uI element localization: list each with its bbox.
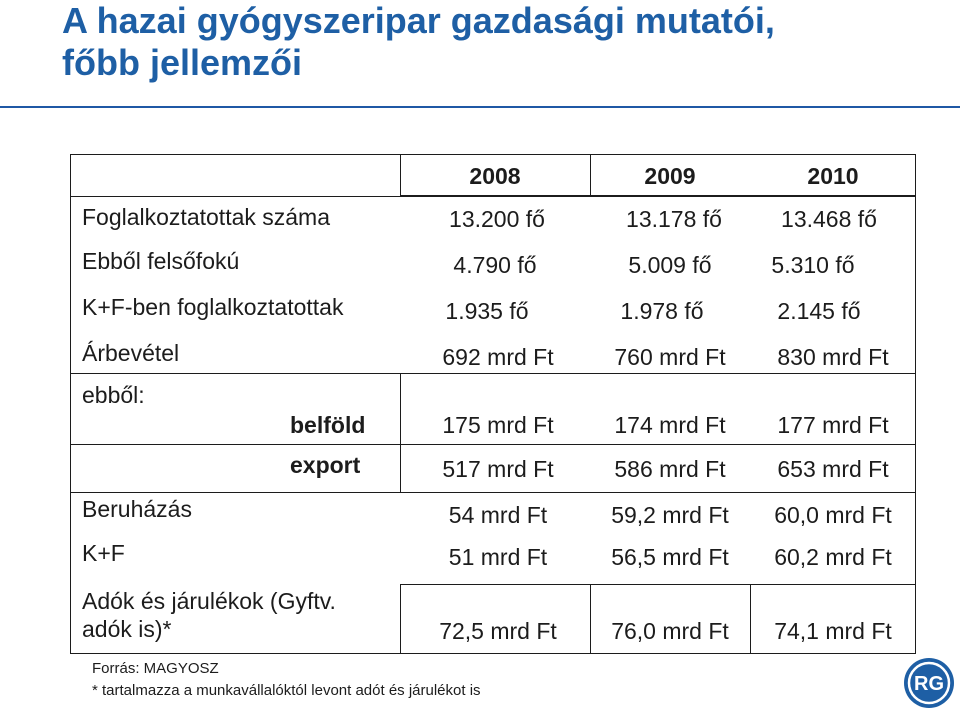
cell-rd-employees-2008: 1.935 fő (445, 298, 529, 324)
year-header-2008: 2008 (469, 163, 521, 189)
tax-row-divider-2010 (750, 584, 752, 654)
header-year-2009-cell (590, 154, 591, 196)
page-title: A hazai gyógyszeripar gazdasági mutatói,… (62, 0, 922, 84)
cell-rd-2010: 60,2 mrd Ft (774, 544, 892, 570)
row-label-taxes-line2: adók is)* (82, 616, 172, 642)
subblock-vertical-divider (400, 373, 402, 493)
tax-footnote: * tartalmazza a munkavállalóktól levont … (92, 682, 481, 699)
row-label-export: export (290, 452, 361, 478)
subblock-export-divider (70, 444, 916, 446)
cell-rd-2009: 56,5 mrd Ft (611, 544, 729, 570)
top-left-border (70, 154, 400, 156)
year-header-2010: 2010 (807, 163, 859, 189)
cell-employees-2009: 13.178 fő (626, 206, 722, 232)
title-line-2: főbb jellemzői (62, 42, 303, 83)
cell-rd-employees-2010: 2.145 fő (777, 298, 861, 324)
cell-investment-2010: 60,0 mrd Ft (774, 502, 892, 528)
cell-revenue-2008: 692 mrd Ft (442, 344, 554, 370)
row-label-taxes-line1: Adók és járulékok (Gyftv. (82, 588, 336, 614)
cell-higher-education-2010: 5.310 fő (771, 252, 855, 278)
row-label-of-which: ebből: (82, 382, 145, 408)
cell-domestic-2010: 177 mrd Ft (777, 412, 889, 438)
cell-investment-2009: 59,2 mrd Ft (611, 502, 729, 528)
year-header-2009: 2009 (644, 163, 696, 189)
row-label-investment: Beruházás (82, 496, 192, 522)
source-footnote: Forrás: MAGYOSZ (92, 660, 219, 677)
rg-logo: RG (902, 656, 956, 710)
row-label-employees: Foglalkoztatottak száma (82, 204, 331, 230)
cell-employees-2008: 13.200 fő (449, 206, 545, 232)
cell-taxes-2008: 72,5 mrd Ft (439, 618, 557, 644)
cell-investment-2008: 54 mrd Ft (448, 502, 548, 528)
row-label-rd-employees: K+F-ben foglalkoztatottak (82, 294, 344, 320)
title-line-1: A hazai gyógyszeripar gazdasági mutatói, (62, 0, 775, 41)
cell-higher-education-2009: 5.009 fő (628, 252, 712, 278)
header-bottom-border (70, 196, 916, 198)
tax-row-frame (400, 584, 402, 654)
cell-domestic-2008: 175 mrd Ft (442, 412, 554, 438)
cell-rd-employees-2009: 1.978 fő (620, 298, 704, 324)
cell-revenue-2010: 830 mrd Ft (777, 344, 889, 370)
row-label-rd: K+F (82, 540, 125, 566)
subblock-ebbol-frame (70, 373, 916, 493)
row-label-revenue: Árbevétel (82, 340, 180, 366)
tax-row-top (400, 584, 916, 586)
economic-indicators-table: 2008 2009 2010 Foglalkoztatottak száma 1… (70, 154, 916, 654)
cell-domestic-2009: 174 mrd Ft (614, 412, 726, 438)
title-divider (0, 106, 960, 108)
cell-taxes-2009: 76,0 mrd Ft (611, 618, 729, 644)
svg-text:RG: RG (914, 673, 944, 695)
row-label-domestic: belföld (290, 412, 366, 438)
cell-higher-education-2008: 4.790 fő (453, 252, 537, 278)
body-frame (70, 154, 916, 654)
cell-export-2008: 517 mrd Ft (442, 456, 554, 482)
tax-row-divider-2009 (590, 584, 592, 654)
row-label-higher-education: Ebből felsőfokú (82, 248, 240, 274)
cell-export-2010: 653 mrd Ft (777, 456, 889, 482)
cell-employees-2010: 13.468 fő (781, 206, 877, 232)
cell-rd-2008: 51 mrd Ft (448, 544, 548, 570)
cell-export-2009: 586 mrd Ft (614, 456, 726, 482)
cell-revenue-2009: 760 mrd Ft (614, 344, 726, 370)
cell-taxes-2010: 74,1 mrd Ft (774, 618, 892, 644)
